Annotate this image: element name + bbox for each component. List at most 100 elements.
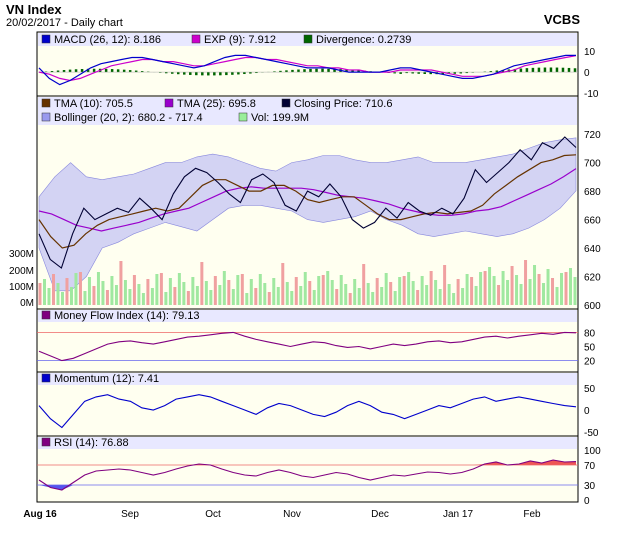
volume-bar bbox=[209, 290, 213, 305]
x-tick-label: Oct bbox=[205, 509, 221, 520]
volume-bar bbox=[407, 272, 411, 305]
volume-bar bbox=[92, 286, 96, 305]
volume-bar bbox=[389, 282, 393, 305]
volume-bar bbox=[456, 279, 460, 305]
volume-bar bbox=[159, 273, 163, 305]
volume-bar bbox=[335, 289, 339, 305]
price-legend-swatch bbox=[281, 98, 291, 108]
volume-bar bbox=[267, 292, 271, 305]
volume-bar bbox=[164, 292, 168, 305]
volume-bar bbox=[560, 273, 564, 305]
volume-bar bbox=[123, 280, 127, 305]
volume-bar bbox=[416, 290, 420, 305]
volume-bar bbox=[258, 274, 262, 305]
volume-bar bbox=[195, 286, 199, 305]
rsi-ytick: 100 bbox=[584, 446, 601, 457]
volume-bar bbox=[114, 285, 118, 305]
volume-bar bbox=[110, 276, 114, 305]
volume-bar bbox=[317, 276, 321, 305]
price2-legend-label: Bollinger (20, 2): 680.2 - 717.4 bbox=[54, 112, 203, 124]
volume-bar bbox=[443, 265, 447, 305]
momentum-legend-swatch bbox=[41, 373, 51, 383]
rsi-line bbox=[38, 459, 577, 491]
volume-bar bbox=[564, 272, 568, 305]
volume-bar bbox=[528, 279, 532, 305]
macd-legend-swatch bbox=[303, 34, 313, 44]
x-tick-label: Feb bbox=[523, 509, 541, 520]
volume-bar bbox=[357, 288, 361, 305]
volume-bar bbox=[546, 269, 550, 305]
x-tick-label: Aug 16 bbox=[23, 509, 57, 520]
volume-bar bbox=[186, 291, 190, 305]
volume-bar bbox=[420, 276, 424, 305]
price-legend-swatch bbox=[164, 98, 174, 108]
volume-bar bbox=[321, 275, 325, 305]
momentum-legend-label: Momentum (12): 7.41 bbox=[54, 373, 159, 385]
price2-legend-swatch bbox=[238, 112, 248, 122]
mfi-ytick: 50 bbox=[584, 343, 596, 354]
volume-bar bbox=[515, 275, 519, 305]
macd-ytick: 0 bbox=[584, 68, 590, 79]
volume-bar bbox=[375, 278, 379, 305]
volume-bar bbox=[74, 273, 78, 305]
price-legend-swatch bbox=[41, 98, 51, 108]
rsi-legend-bg bbox=[38, 437, 577, 449]
price-legend-label: Closing Price: 710.6 bbox=[294, 98, 392, 110]
volume-bar bbox=[398, 277, 402, 305]
volume-bar bbox=[524, 260, 528, 305]
volume-bar bbox=[393, 291, 397, 305]
volume-bar bbox=[447, 284, 451, 305]
price-ytick: 640 bbox=[584, 244, 601, 255]
volume-bar bbox=[204, 281, 208, 305]
volume-bar bbox=[294, 277, 298, 305]
volume-bar bbox=[245, 293, 249, 305]
rsi-overbought-area bbox=[39, 460, 576, 465]
volume-bar bbox=[254, 288, 258, 305]
volume-bar bbox=[272, 278, 276, 305]
volume-bar bbox=[483, 271, 487, 305]
brand-label: VCBS bbox=[543, 12, 580, 27]
macd-legend-label: EXP (9): 7.912 bbox=[204, 34, 276, 46]
rsi-legend-label: RSI (14): 76.88 bbox=[54, 437, 129, 449]
volume-bar bbox=[96, 272, 100, 305]
volume-bar bbox=[155, 274, 159, 305]
volume-bar bbox=[326, 271, 330, 305]
price-ytick: 720 bbox=[584, 130, 601, 141]
volume-bar bbox=[191, 277, 195, 305]
volume-bar bbox=[119, 261, 123, 305]
volume-bar bbox=[461, 288, 465, 305]
volume-bar bbox=[227, 280, 231, 305]
volume-bar bbox=[42, 279, 46, 305]
price2-legend-label: Vol: 199.9M bbox=[251, 112, 309, 124]
volume-bar bbox=[249, 279, 253, 305]
volume-bar bbox=[438, 289, 442, 305]
volume-bar bbox=[344, 284, 348, 305]
volume-ytick: 100M bbox=[9, 282, 34, 293]
volume-ytick: 300M bbox=[9, 249, 34, 260]
volume-bar bbox=[411, 281, 415, 305]
volume-bar bbox=[87, 277, 91, 305]
volume-bar bbox=[146, 279, 150, 305]
macd-ytick: 10 bbox=[584, 47, 596, 58]
volume-ytick: 0M bbox=[20, 298, 34, 309]
mfi-legend-swatch bbox=[41, 310, 51, 320]
volume-bar bbox=[213, 276, 217, 305]
volume-bar bbox=[519, 284, 523, 305]
volume-bar bbox=[555, 287, 559, 305]
volume-bar bbox=[60, 292, 64, 305]
volume-bar bbox=[240, 274, 244, 305]
x-tick-label: Nov bbox=[283, 509, 301, 520]
volume-bar bbox=[222, 271, 226, 305]
volume-bar bbox=[69, 287, 73, 305]
price-ytick: 700 bbox=[584, 159, 601, 170]
closing-price-line bbox=[38, 136, 577, 269]
rsi-ytick: 0 bbox=[584, 496, 590, 507]
volume-bar bbox=[78, 272, 82, 305]
volume-bar bbox=[465, 274, 469, 305]
mfi-legend-label: Money Flow Index (14): 79.13 bbox=[54, 310, 200, 322]
volume-bar bbox=[371, 292, 375, 305]
volume-bar bbox=[150, 288, 154, 305]
mfi-legend-bg bbox=[38, 310, 577, 322]
momentum-legend-bg bbox=[38, 373, 577, 385]
price-legend-label: TMA (10): 705.5 bbox=[54, 98, 133, 110]
